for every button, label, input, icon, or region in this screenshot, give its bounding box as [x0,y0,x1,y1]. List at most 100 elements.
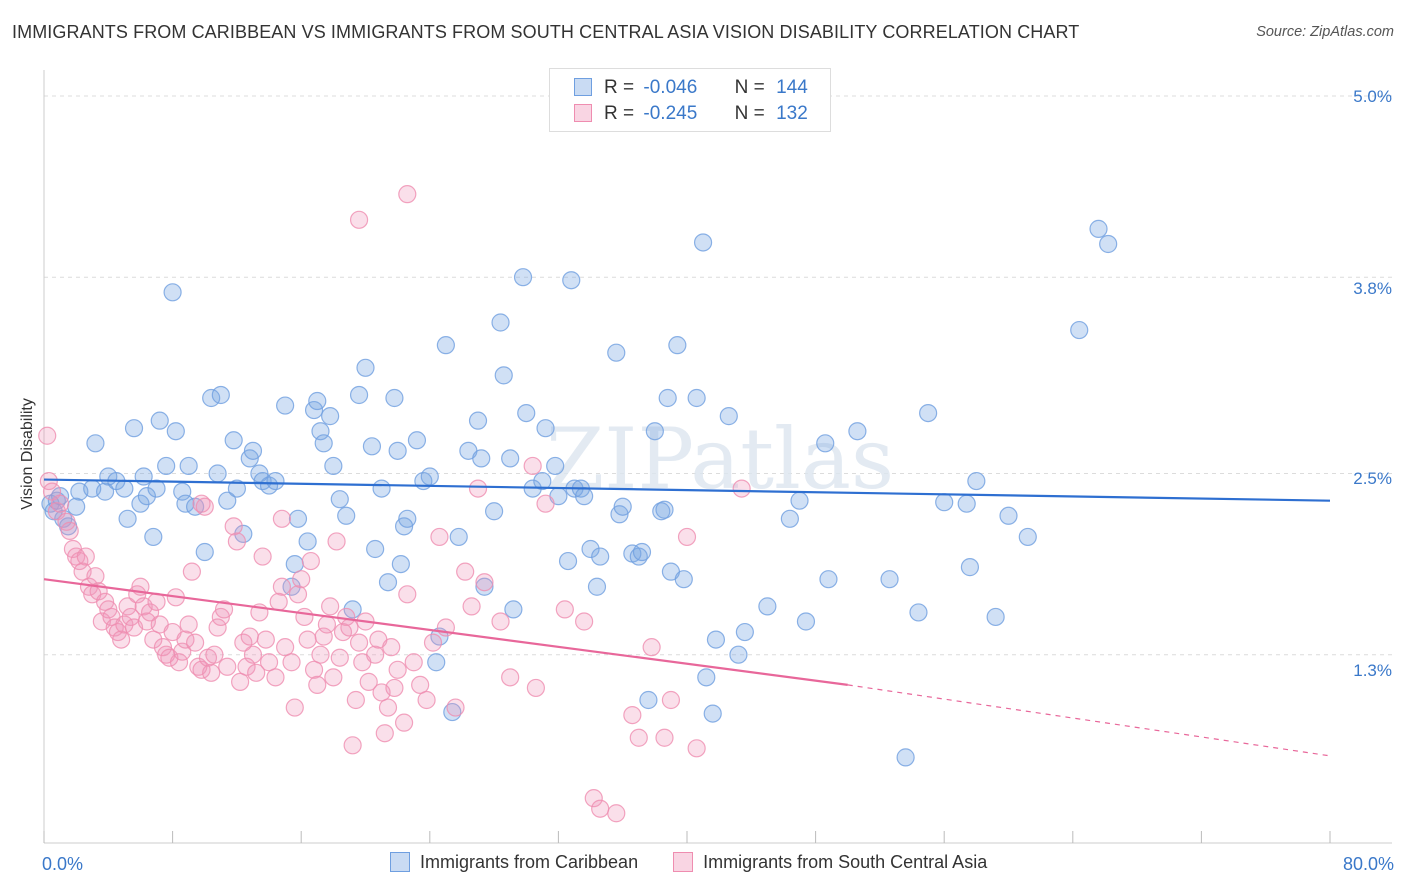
point-south-central-asia [501,668,520,687]
point-south-central-asia [205,645,224,664]
point-caribbean [909,603,928,622]
point-south-central-asia [86,567,105,586]
point-caribbean [288,509,308,528]
point-caribbean [427,653,446,672]
point-caribbean [655,500,674,519]
point-caribbean [546,456,565,476]
point-caribbean [276,396,295,415]
point-south-central-asia [411,675,430,695]
point-caribbean [472,449,491,468]
point-south-central-asia [276,638,295,657]
point-south-central-asia [385,678,404,698]
point-south-central-asia [340,618,359,637]
series-caribbean [41,219,1118,767]
point-south-central-asia [218,657,237,676]
legend-swatch-pink [574,104,592,122]
point-caribbean [957,494,976,513]
point-south-central-asia [321,597,340,616]
legend-item-caribbean: Immigrants from Caribbean [390,852,638,873]
point-caribbean [919,404,938,423]
point-caribbean [575,487,594,506]
r-value-caribbean: -0.046 [643,77,698,98]
trend-lines [43,478,1331,757]
point-south-central-asia [202,663,221,682]
point-south-central-asia [295,607,314,627]
point-caribbean [378,573,398,592]
point-caribbean [468,411,488,430]
point-caribbean [632,542,652,562]
point-caribbean [935,493,954,512]
point-south-central-asia [227,532,246,551]
point-caribbean [735,622,754,642]
point-south-central-asia [208,618,227,637]
point-caribbean [343,600,362,619]
point-south-central-asia [417,690,436,710]
point-south-central-asia [224,517,243,536]
legend-label-caribbean: Immigrants from Caribbean [420,852,639,872]
point-caribbean [674,570,693,589]
point-caribbean [227,479,246,498]
point-caribbean [95,482,115,501]
point-caribbean [179,456,198,476]
point-caribbean [587,577,607,596]
point-caribbean [118,509,137,528]
point-south-central-asia [526,678,545,698]
point-caribbean [558,551,578,571]
point-caribbean [796,612,816,631]
point-south-central-asia [266,668,285,687]
point-south-central-asia [272,577,292,596]
point-south-central-asia [292,570,311,589]
point-caribbean [485,502,504,521]
legend-item-south-central-asia: Immigrants from South Central Asia [673,852,987,873]
y-tick-label: 1.3% [1353,661,1392,680]
point-south-central-asia [314,627,333,646]
point-caribbean [372,479,391,498]
r-label: R = [604,103,635,124]
point-caribbean [967,471,986,491]
legend-swatch-blue [390,852,410,872]
point-caribbean [218,491,237,510]
point-caribbean [501,449,520,468]
point-caribbean [150,411,169,430]
point-south-central-asia [247,663,266,682]
point-caribbean [234,524,253,544]
point-south-central-asia [382,638,401,657]
trend-line-south-central-asia [43,578,848,686]
x-min-label: 0.0% [42,854,84,874]
point-caribbean [266,471,285,491]
point-south-central-asia [140,603,160,622]
point-caribbean [1018,527,1037,547]
point-caribbean [420,467,439,486]
point-south-central-asia [169,653,189,672]
point-caribbean [729,645,748,664]
point-south-central-asia [259,653,279,672]
n-value-south-central-asia: 132 [776,103,808,124]
point-caribbean [362,437,382,456]
point-caribbean [658,388,677,408]
point-south-central-asia [301,551,320,571]
point-caribbean [311,422,330,441]
point-south-central-asia [366,645,385,664]
point-south-central-asia [687,739,706,758]
point-caribbean [67,497,86,516]
point-caribbean [790,491,809,510]
point-south-central-asia [182,562,201,581]
point-south-central-asia [462,597,481,616]
legend-swatch-pink [673,852,694,872]
point-caribbean [880,570,899,589]
point-caribbean [491,313,510,332]
point-south-central-asia [118,597,137,616]
series-south-central-asia [38,185,751,823]
point-south-central-asia [623,705,642,725]
point-south-central-asia [349,633,369,652]
source-label: Source: ZipAtlas.com [1256,24,1394,40]
point-caribbean [131,494,150,513]
point-south-central-asia [285,698,304,717]
point-caribbean [816,434,835,453]
correlation-legend: R = -0.046 N = 144 R = -0.245 N = 132 [549,68,831,132]
point-caribbean [475,577,494,596]
point-south-central-asia [446,698,465,717]
point-south-central-asia [282,653,301,672]
series-legend: Immigrants from Caribbean Immigrants fro… [390,852,1017,873]
